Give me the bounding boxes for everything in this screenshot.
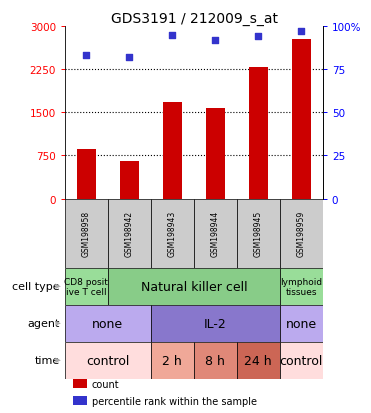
- Text: GDS3191 / 212009_s_at: GDS3191 / 212009_s_at: [111, 12, 278, 26]
- Text: GSM198958: GSM198958: [82, 211, 91, 256]
- Bar: [65, 342, 151, 379]
- Bar: [280, 199, 323, 268]
- Bar: [280, 268, 323, 305]
- Bar: [280, 342, 323, 379]
- Point: [127, 55, 132, 61]
- Bar: [237, 342, 280, 379]
- Point: [83, 53, 89, 59]
- Point: [255, 34, 261, 40]
- Bar: [194, 342, 237, 379]
- Text: cell type: cell type: [12, 282, 60, 292]
- Bar: [73, 396, 87, 405]
- Text: 8 h: 8 h: [206, 354, 225, 367]
- Point: [298, 29, 304, 36]
- Bar: [77, 149, 96, 199]
- Point: [170, 32, 175, 39]
- Text: control: control: [86, 354, 129, 367]
- Text: GSM198942: GSM198942: [125, 211, 134, 256]
- Text: IL-2: IL-2: [204, 317, 227, 330]
- Text: CD8 posit
ive T cell: CD8 posit ive T cell: [65, 277, 108, 296]
- Bar: [151, 342, 194, 379]
- Bar: [194, 199, 237, 268]
- Bar: [151, 199, 194, 268]
- Bar: [163, 103, 182, 199]
- Bar: [65, 305, 151, 342]
- Text: control: control: [280, 354, 323, 367]
- Text: 24 h: 24 h: [244, 354, 272, 367]
- Bar: [206, 109, 225, 199]
- Text: none: none: [92, 317, 124, 330]
- Bar: [249, 68, 268, 199]
- Text: 2 h: 2 h: [162, 354, 182, 367]
- Bar: [151, 305, 280, 342]
- Bar: [292, 40, 311, 199]
- Text: Natural killer cell: Natural killer cell: [141, 280, 247, 293]
- Bar: [120, 162, 139, 199]
- Text: lymphoid
tissues: lymphoid tissues: [280, 277, 322, 296]
- Text: none: none: [286, 317, 317, 330]
- Bar: [108, 199, 151, 268]
- Bar: [73, 380, 87, 389]
- Text: GSM198943: GSM198943: [168, 211, 177, 257]
- Text: count: count: [92, 379, 119, 389]
- Text: GSM198959: GSM198959: [297, 211, 306, 257]
- Text: GSM198945: GSM198945: [254, 211, 263, 257]
- Text: GSM198944: GSM198944: [211, 211, 220, 257]
- Bar: [65, 268, 108, 305]
- Bar: [65, 199, 108, 268]
- Bar: [280, 305, 323, 342]
- Text: agent: agent: [27, 318, 60, 328]
- Bar: [237, 199, 280, 268]
- Bar: [108, 268, 280, 305]
- Point: [212, 37, 218, 44]
- Text: time: time: [35, 356, 60, 366]
- Text: percentile rank within the sample: percentile rank within the sample: [92, 396, 257, 406]
